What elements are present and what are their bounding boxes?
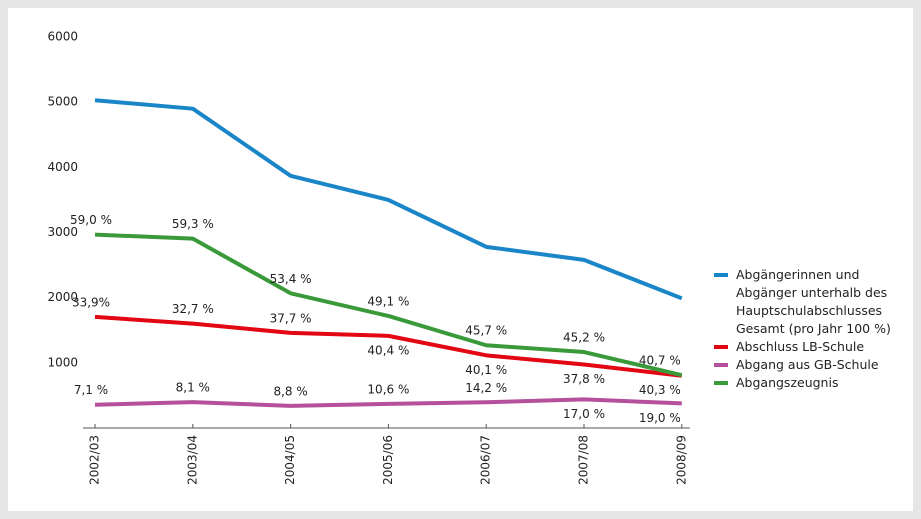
series-line [94, 314, 683, 378]
x-tick-label: 2004/05 [283, 435, 297, 485]
legend-item: Abgängerinnen und Abgänger unterhalb des… [714, 266, 914, 338]
point-label: 7,1 % [74, 383, 108, 397]
legend-item: Abschluss LB-Schule [714, 338, 914, 356]
series-line [94, 98, 683, 301]
legend-item: Abgang aus GB-Schule [714, 356, 914, 374]
x-tick-label: 2003/04 [185, 435, 199, 485]
y-tick-label: 6000 [47, 30, 78, 44]
legend-swatch [714, 381, 728, 385]
y-tick-label: 5000 [47, 95, 78, 109]
x-tick-label: 2006/07 [479, 435, 493, 485]
point-label: 40,3 % [639, 383, 681, 397]
point-label: 59,3 % [172, 217, 214, 231]
x-tick-label: 2002/03 [88, 435, 102, 485]
legend: Abgängerinnen und Abgänger unterhalb des… [714, 266, 914, 392]
chart: 1000 2000 3000 4000 5000 6000 2002/03 2003/04 20… [47, 30, 690, 485]
point-label: 37,8 % [563, 372, 605, 386]
point-label: 19,0 % [639, 411, 681, 425]
point-label: 53,4 % [270, 272, 312, 286]
point-label: 32,7 % [172, 302, 214, 316]
legend-label: Abgang aus GB-Schule [736, 357, 879, 372]
legend-label: Abgangszeugnis [736, 375, 839, 390]
point-label: 45,7 % [465, 324, 507, 338]
point-label: 37,7 % [270, 311, 312, 325]
point-label: 8,8 % [273, 384, 307, 398]
point-label: 49,1 % [367, 294, 409, 308]
point-label: 17,0 % [563, 407, 605, 421]
y-tick-label: 4000 [47, 160, 78, 174]
point-label: 14,2 % [465, 381, 507, 395]
point-label: 40,7 % [639, 354, 681, 368]
x-tick-label: 2007/08 [577, 435, 591, 485]
series-line [94, 232, 683, 378]
point-label: 40,4 % [367, 343, 409, 357]
legend-label: Abschluss LB-Schule [736, 339, 865, 354]
legend-swatch [714, 273, 728, 277]
legend-swatch [714, 345, 728, 349]
x-tick-label: 2005/06 [381, 435, 395, 485]
x-tick-label: 2008/09 [674, 435, 688, 485]
y-tick-label: 2000 [47, 290, 78, 304]
legend-swatch [714, 363, 728, 367]
point-label: 33,9% [72, 295, 110, 309]
series-line [94, 397, 682, 408]
legend-label: Abgängerinnen und Abgänger unterhalb des… [736, 267, 891, 336]
legend-item: Abgangszeugnis [714, 374, 914, 392]
point-label: 59,0 % [70, 213, 112, 227]
chart-panel: 1000 2000 3000 4000 5000 6000 2002/03 2003/04 20… [8, 8, 913, 511]
point-label: 45,2 % [563, 331, 605, 345]
y-tick-label: 3000 [47, 225, 78, 239]
y-tick-label: 1000 [47, 355, 78, 369]
point-label: 40,1 % [465, 363, 507, 377]
point-label: 8,1 % [176, 381, 210, 395]
point-label: 10,6 % [367, 382, 409, 396]
